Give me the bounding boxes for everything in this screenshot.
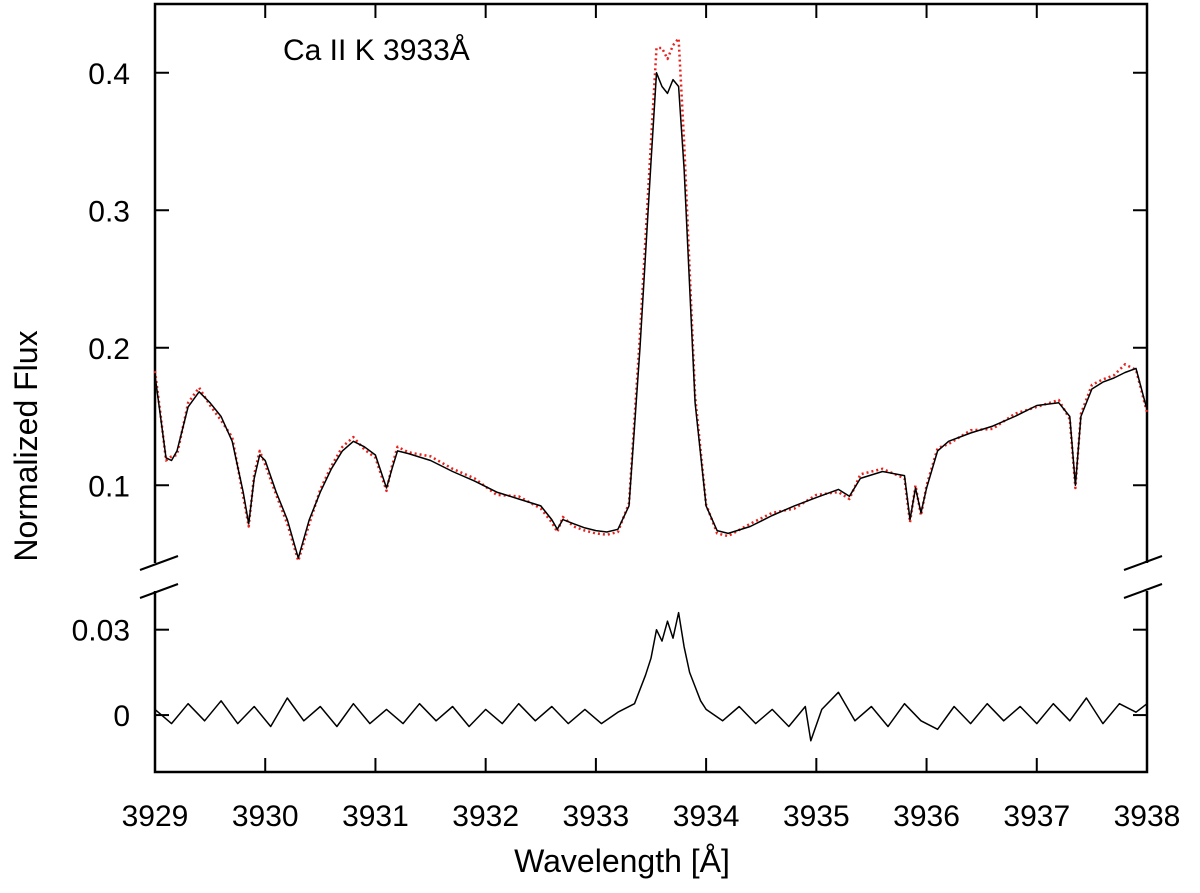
x-tick-label: 3931 xyxy=(342,800,409,833)
x-tick-label: 3932 xyxy=(452,800,519,833)
axis-break-mark-left-2 xyxy=(139,583,179,599)
y-tick-label: 0.3 xyxy=(88,195,130,228)
chart-annotation: Ca II K 3933Å xyxy=(283,34,470,67)
y-tick-label: 0.4 xyxy=(88,58,130,91)
observed-spectrum-line xyxy=(154,72,1148,559)
x-tick-label: 3933 xyxy=(563,800,630,833)
y-tick-label: 0.1 xyxy=(88,470,130,503)
model-spectrum-line xyxy=(153,37,1149,563)
axis-break-gap-left xyxy=(140,563,170,591)
residual-line xyxy=(154,611,1148,742)
axis-break-gap-right xyxy=(1132,563,1162,591)
y-tick-label: 0.03 xyxy=(72,615,130,648)
plot-frame xyxy=(153,2,1149,774)
x-tick-label: 3934 xyxy=(673,800,740,833)
axis-break-mark-right-2 xyxy=(1123,583,1163,599)
series-layer xyxy=(153,37,1149,742)
y-tick-label: 0 xyxy=(113,700,130,733)
y-axis-title: Normalized Flux xyxy=(8,330,44,561)
y-tick-label: 0.2 xyxy=(88,333,130,366)
x-tick-label: 3937 xyxy=(1003,800,1070,833)
x-tick-label: 3938 xyxy=(1114,800,1181,833)
x-tick-label: 3935 xyxy=(783,800,850,833)
x-tick-label: 3936 xyxy=(893,800,960,833)
x-tick-label: 3929 xyxy=(122,800,189,833)
ticks-layer: 3929 3930 3931 3932 3933 3934 3935 3936 3937 3938… xyxy=(72,4,1181,833)
axis-break-mark-left-1 xyxy=(139,555,179,571)
axis-break-mark-right-1 xyxy=(1123,555,1163,571)
x-axis-title: Wavelength [Å] xyxy=(514,843,730,879)
x-tick-label: 3930 xyxy=(232,800,299,833)
